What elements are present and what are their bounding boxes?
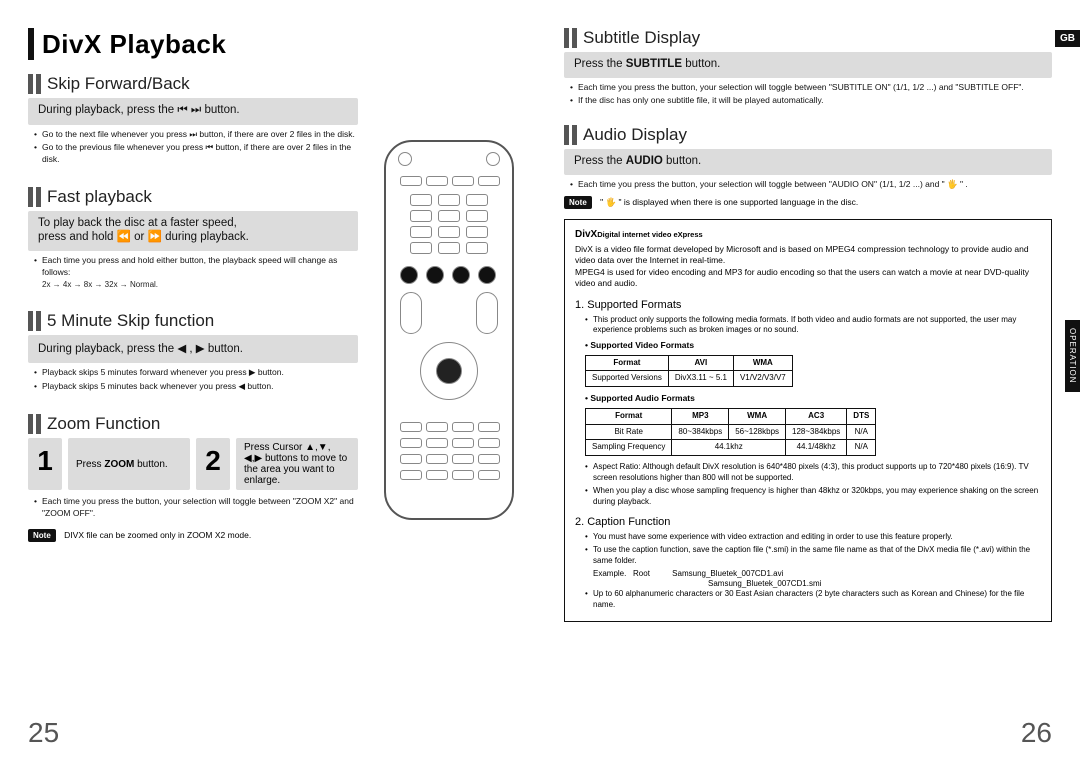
section-zoom: Zoom Function 1 Press ZOOM button. 2 Pre… bbox=[28, 414, 358, 542]
audio-formats-h: • Supported Audio Formats bbox=[585, 393, 1041, 404]
zoom-bullets: Each time you press the button, your sel… bbox=[28, 496, 358, 519]
fast-title: Fast playback bbox=[47, 187, 152, 207]
video-formats-table: Format AVI WMA Supported Versions DivX3.… bbox=[585, 355, 793, 388]
gb-tab: GB bbox=[1055, 30, 1080, 47]
subtitle-bullet-2: If the disc has only one subtitle file, … bbox=[570, 95, 1052, 106]
audio-title: Audio Display bbox=[583, 125, 687, 145]
caption-bullet-2: To use the caption function, save the ca… bbox=[585, 545, 1041, 567]
caption-h: 2. Caption Function bbox=[575, 515, 1041, 530]
step-2-num: 2 bbox=[196, 438, 230, 490]
section-skip: Skip Forward/Back During playback, press… bbox=[28, 74, 358, 165]
step-1-num: 1 bbox=[28, 438, 62, 490]
audio-bullets: Each time you press the button, your sel… bbox=[564, 179, 1052, 190]
post-bullet-1: Aspect Ratio: Although default DivX reso… bbox=[585, 462, 1041, 484]
remote-illustration bbox=[384, 140, 514, 520]
zoom-note: DIVX file can be zoomed only in ZOOM X2 … bbox=[64, 530, 251, 540]
fast-panel: To play back the disc at a faster speed,… bbox=[28, 211, 358, 251]
subtitle-bullet-1: Each time you press the button, your sel… bbox=[570, 82, 1052, 93]
section-audio: Audio Display Press the AUDIO button. Ea… bbox=[564, 125, 1052, 209]
fivemin-title: 5 Minute Skip function bbox=[47, 311, 214, 331]
audio-note-row: Note " 🖐 " is displayed when there is on… bbox=[564, 196, 1052, 209]
post-bullet-2: When you play a disc whose sampling freq… bbox=[585, 486, 1041, 508]
fivemin-bullet-1: Playback skips 5 minutes forward wheneve… bbox=[34, 367, 358, 378]
zoom-note-row: Note DIVX file can be zoomed only in ZOO… bbox=[28, 529, 358, 542]
title-bar: DivX Playback bbox=[28, 28, 516, 60]
side-tab: OPERATION bbox=[1065, 320, 1080, 392]
divx-info-box: DivXDigital internet video eXpress DivX … bbox=[564, 219, 1052, 622]
page-num-left: 25 bbox=[28, 717, 59, 749]
fast-bullet: Each time you press and hold either butt… bbox=[34, 255, 358, 278]
zoom-title: Zoom Function bbox=[47, 414, 160, 434]
supported-bullets: This product only supports the following… bbox=[575, 315, 1041, 337]
page-title: DivX Playback bbox=[42, 29, 226, 60]
page-right: GB OPERATION Subtitle Display Press the … bbox=[540, 0, 1080, 763]
fast-line1: To play back the disc at a faster speed, bbox=[38, 217, 348, 229]
caption-last-bullet: Up to 60 alphanumeric characters or 30 E… bbox=[585, 589, 1041, 611]
supported-h: 1. Supported Formats bbox=[575, 298, 1041, 313]
video-formats-h: • Supported Video Formats bbox=[585, 340, 1041, 351]
skip-bullet-2: Go to the previous file whenever you pre… bbox=[34, 142, 358, 165]
supported-bullet: This product only supports the following… bbox=[585, 315, 1041, 337]
audio-panel: Press the AUDIO button. bbox=[564, 149, 1052, 175]
page-left: DivX Playback Skip Forward/Back During p… bbox=[0, 0, 540, 763]
caption-bullets: You must have some experience with video… bbox=[575, 532, 1041, 566]
fast-line2: press and hold ⏪ or ⏩ during playback. bbox=[38, 229, 348, 243]
caption-last: Up to 60 alphanumeric characters or 30 E… bbox=[575, 589, 1041, 611]
fast-speeds: 2x → 4x → 8x → 32x → Normal. bbox=[28, 280, 358, 289]
subtitle-bullets: Each time you press the button, your sel… bbox=[564, 82, 1052, 107]
step-1-body: Press ZOOM button. bbox=[68, 438, 190, 490]
example-row: Example. Root Samsung_Bluetek_007CD1.avi… bbox=[575, 569, 1041, 590]
skip-bullet-1: Go to the next file whenever you press ⏭… bbox=[34, 129, 358, 140]
section-subtitle: Subtitle Display Press the SUBTITLE butt… bbox=[564, 28, 1052, 107]
fast-bullets: Each time you press and hold either butt… bbox=[28, 255, 358, 278]
note-chip-2: Note bbox=[564, 196, 592, 209]
post-bullets: Aspect Ratio: Although default DivX reso… bbox=[575, 462, 1041, 507]
audio-bullet: Each time you press the button, your sel… bbox=[570, 179, 1052, 190]
fivemin-bullets: Playback skips 5 minutes forward wheneve… bbox=[28, 367, 358, 392]
page-num-right: 26 bbox=[1021, 717, 1052, 749]
section-fast: Fast playback To play back the disc at a… bbox=[28, 187, 358, 289]
audio-formats-table: Format MP3 WMA AC3 DTS Bit Rate 80~384kb… bbox=[585, 408, 876, 456]
title-mark bbox=[28, 28, 34, 60]
step-2-body: Press Cursor ▲,▼, ◀,▶ buttons to move to… bbox=[236, 438, 358, 490]
skip-panel: During playback, press the ⏮ ⏭ button. bbox=[28, 98, 358, 125]
audio-note: " 🖐 " is displayed when there is one sup… bbox=[600, 197, 858, 207]
fivemin-bullet-2: Playback skips 5 minutes back whenever y… bbox=[34, 381, 358, 392]
divx-body: DivX is a video file format developed by… bbox=[575, 244, 1041, 290]
fivemin-panel: During playback, press the ◀ , ▶ button. bbox=[28, 335, 358, 363]
caption-bullet-1: You must have some experience with video… bbox=[585, 532, 1041, 543]
skip-bullets: Go to the next file whenever you press ⏭… bbox=[28, 129, 358, 165]
section-fivemin: 5 Minute Skip function During playback, … bbox=[28, 311, 358, 392]
zoom-steps: 1 Press ZOOM button. 2 Press Cursor ▲,▼,… bbox=[28, 438, 358, 490]
subtitle-title: Subtitle Display bbox=[583, 28, 700, 48]
skip-title: Skip Forward/Back bbox=[47, 74, 190, 94]
zoom-bullet: Each time you press the button, your sel… bbox=[34, 496, 358, 519]
divx-heading: DivXDigital internet video eXpress bbox=[575, 228, 1041, 242]
note-chip: Note bbox=[28, 529, 56, 542]
subtitle-panel: Press the SUBTITLE button. bbox=[564, 52, 1052, 78]
